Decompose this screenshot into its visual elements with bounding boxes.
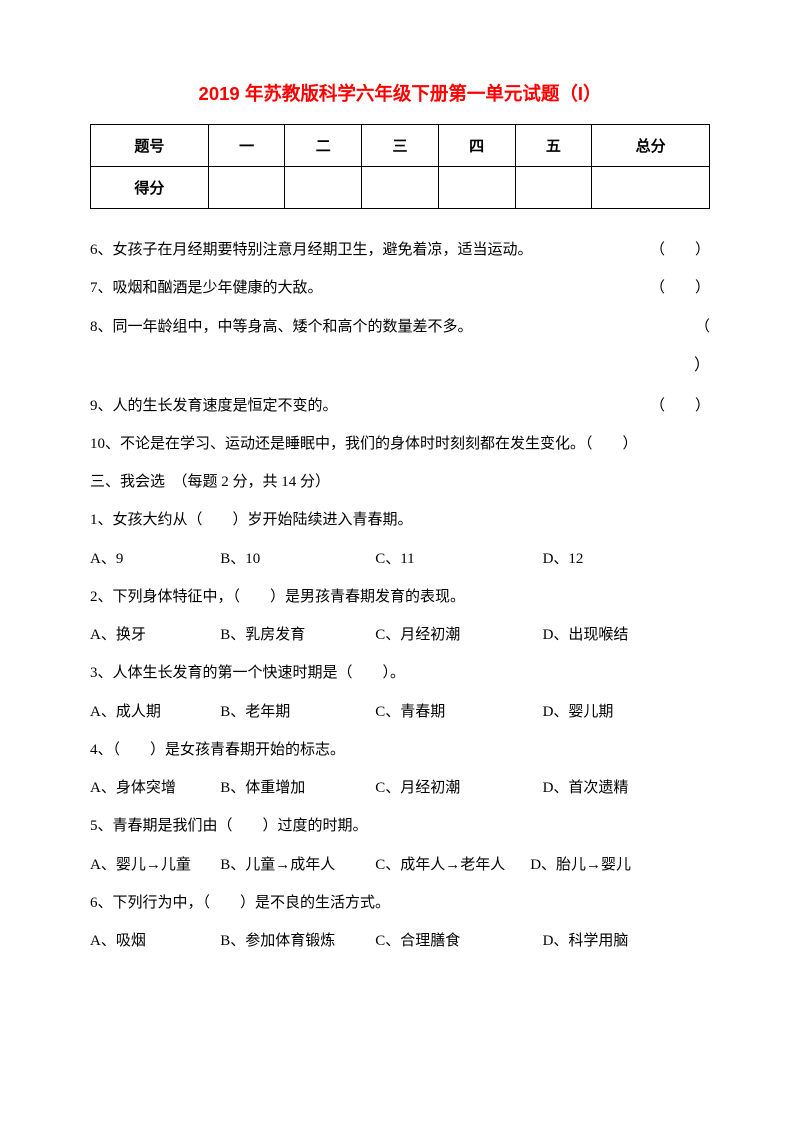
option-c: C、成年人→老年人 <box>375 846 530 884</box>
mc-options-5: A、婴儿→儿童 B、儿童→成年人 C、成年人→老年人 D、胎儿→婴儿 <box>90 846 710 884</box>
option-c: C、11 <box>375 540 542 578</box>
option-d: D、首次遗精 <box>543 769 710 807</box>
tf-question-6: 6、女孩子在月经期要特别注意月经期卫生，避免着凉，适当运动。 （ ） <box>90 231 710 269</box>
option-c: C、月经初潮 <box>375 769 542 807</box>
score-cell <box>208 167 285 209</box>
option-b: B、老年期 <box>220 693 375 731</box>
header-cell: 五 <box>515 125 592 167</box>
question-text: 6、女孩子在月经期要特别注意月经期卫生，避免着凉，适当运动。 <box>90 242 533 258</box>
answer-paren-open: （ <box>695 308 710 346</box>
option-b: B、乳房发育 <box>220 616 375 654</box>
option-a: A、婴儿→儿童 <box>90 846 220 884</box>
mc-question-3: 3、人体生长发育的第一个快速时期是（ ）。 <box>90 654 710 692</box>
option-d: D、婴儿期 <box>543 693 710 731</box>
option-a: A、9 <box>90 540 220 578</box>
mc-options-1: A、9 B、10 C、11 D、12 <box>90 540 710 578</box>
question-text: 9、人的生长发育速度是恒定不变的。 <box>90 398 338 414</box>
option-a: A、吸烟 <box>90 922 220 960</box>
header-cell: 三 <box>362 125 439 167</box>
header-cell: 总分 <box>592 125 710 167</box>
mc-question-2: 2、下列身体特征中，（ ）是男孩青春期发育的表现。 <box>90 578 710 616</box>
document-title: 2019 年苏教版科学六年级下册第一单元试题（I） <box>90 80 710 106</box>
score-cell <box>362 167 439 209</box>
tf-question-10: 10、不论是在学习、运动还是睡眠中，我们的身体时时刻刻都在发生变化。（ ） <box>90 425 710 463</box>
option-d: D、科学用脑 <box>543 922 710 960</box>
header-cell: 一 <box>208 125 285 167</box>
option-c: C、青春期 <box>375 693 542 731</box>
mc-options-6: A、吸烟 B、参加体育锻炼 C、合理膳食 D、科学用脑 <box>90 922 710 960</box>
header-cell: 四 <box>438 125 515 167</box>
score-cell <box>592 167 710 209</box>
question-text: 7、吸烟和酗酒是少年健康的大敌。 <box>90 280 323 296</box>
option-d: D、12 <box>543 540 710 578</box>
score-cell <box>285 167 362 209</box>
section-3-title: 三、我会选 （每题 2 分，共 14 分） <box>90 463 710 501</box>
score-cell <box>515 167 592 209</box>
option-b: B、儿童→成年人 <box>220 846 375 884</box>
question-text: 8、同一年龄组中，中等身高、矮个和高个的数量差不多。 <box>90 319 473 335</box>
mc-question-5: 5、青春期是我们由（ ）过度的时期。 <box>90 807 710 845</box>
table-score-row: 得分 <box>91 167 710 209</box>
option-c: C、合理膳食 <box>375 922 542 960</box>
score-table: 题号 一 二 三 四 五 总分 得分 <box>90 124 710 209</box>
mc-question-4: 4、（ ）是女孩青春期开始的标志。 <box>90 731 710 769</box>
answer-paren: （ ） <box>650 231 710 269</box>
header-cell: 二 <box>285 125 362 167</box>
mc-question-1: 1、女孩大约从（ ）岁开始陆续进入青春期。 <box>90 501 710 539</box>
option-b: B、体重增加 <box>220 769 375 807</box>
option-d: D、出现喉结 <box>543 616 710 654</box>
table-header-row: 题号 一 二 三 四 五 总分 <box>91 125 710 167</box>
mc-question-6: 6、下列行为中，（ ）是不良的生活方式。 <box>90 884 710 922</box>
mc-options-2: A、换牙 B、乳房发育 C、月经初潮 D、出现喉结 <box>90 616 710 654</box>
header-cell: 题号 <box>91 125 209 167</box>
score-cell <box>438 167 515 209</box>
mc-options-3: A、成人期 B、老年期 C、青春期 D、婴儿期 <box>90 693 710 731</box>
tf-question-8: 8、同一年龄组中，中等身高、矮个和高个的数量差不多。 （ <box>90 308 710 346</box>
tf-question-7: 7、吸烟和酗酒是少年健康的大敌。 （ ） <box>90 269 710 307</box>
option-a: A、换牙 <box>90 616 220 654</box>
option-a: A、成人期 <box>90 693 220 731</box>
option-a: A、身体突增 <box>90 769 220 807</box>
option-d: D、胎儿→婴儿 <box>530 846 710 884</box>
mc-options-4: A、身体突增 B、体重增加 C、月经初潮 D、首次遗精 <box>90 769 710 807</box>
score-label-cell: 得分 <box>91 167 209 209</box>
answer-paren: （ ） <box>650 387 710 425</box>
option-b: B、10 <box>220 540 375 578</box>
tf-question-9: 9、人的生长发育速度是恒定不变的。 （ ） <box>90 387 710 425</box>
option-b: B、参加体育锻炼 <box>220 922 375 960</box>
question-text: 10、不论是在学习、运动还是睡眠中，我们的身体时时刻刻都在发生变化。（ ） <box>90 436 638 452</box>
answer-paren-close: ） <box>90 346 710 387</box>
answer-paren: （ ） <box>650 269 710 307</box>
option-c: C、月经初潮 <box>375 616 542 654</box>
